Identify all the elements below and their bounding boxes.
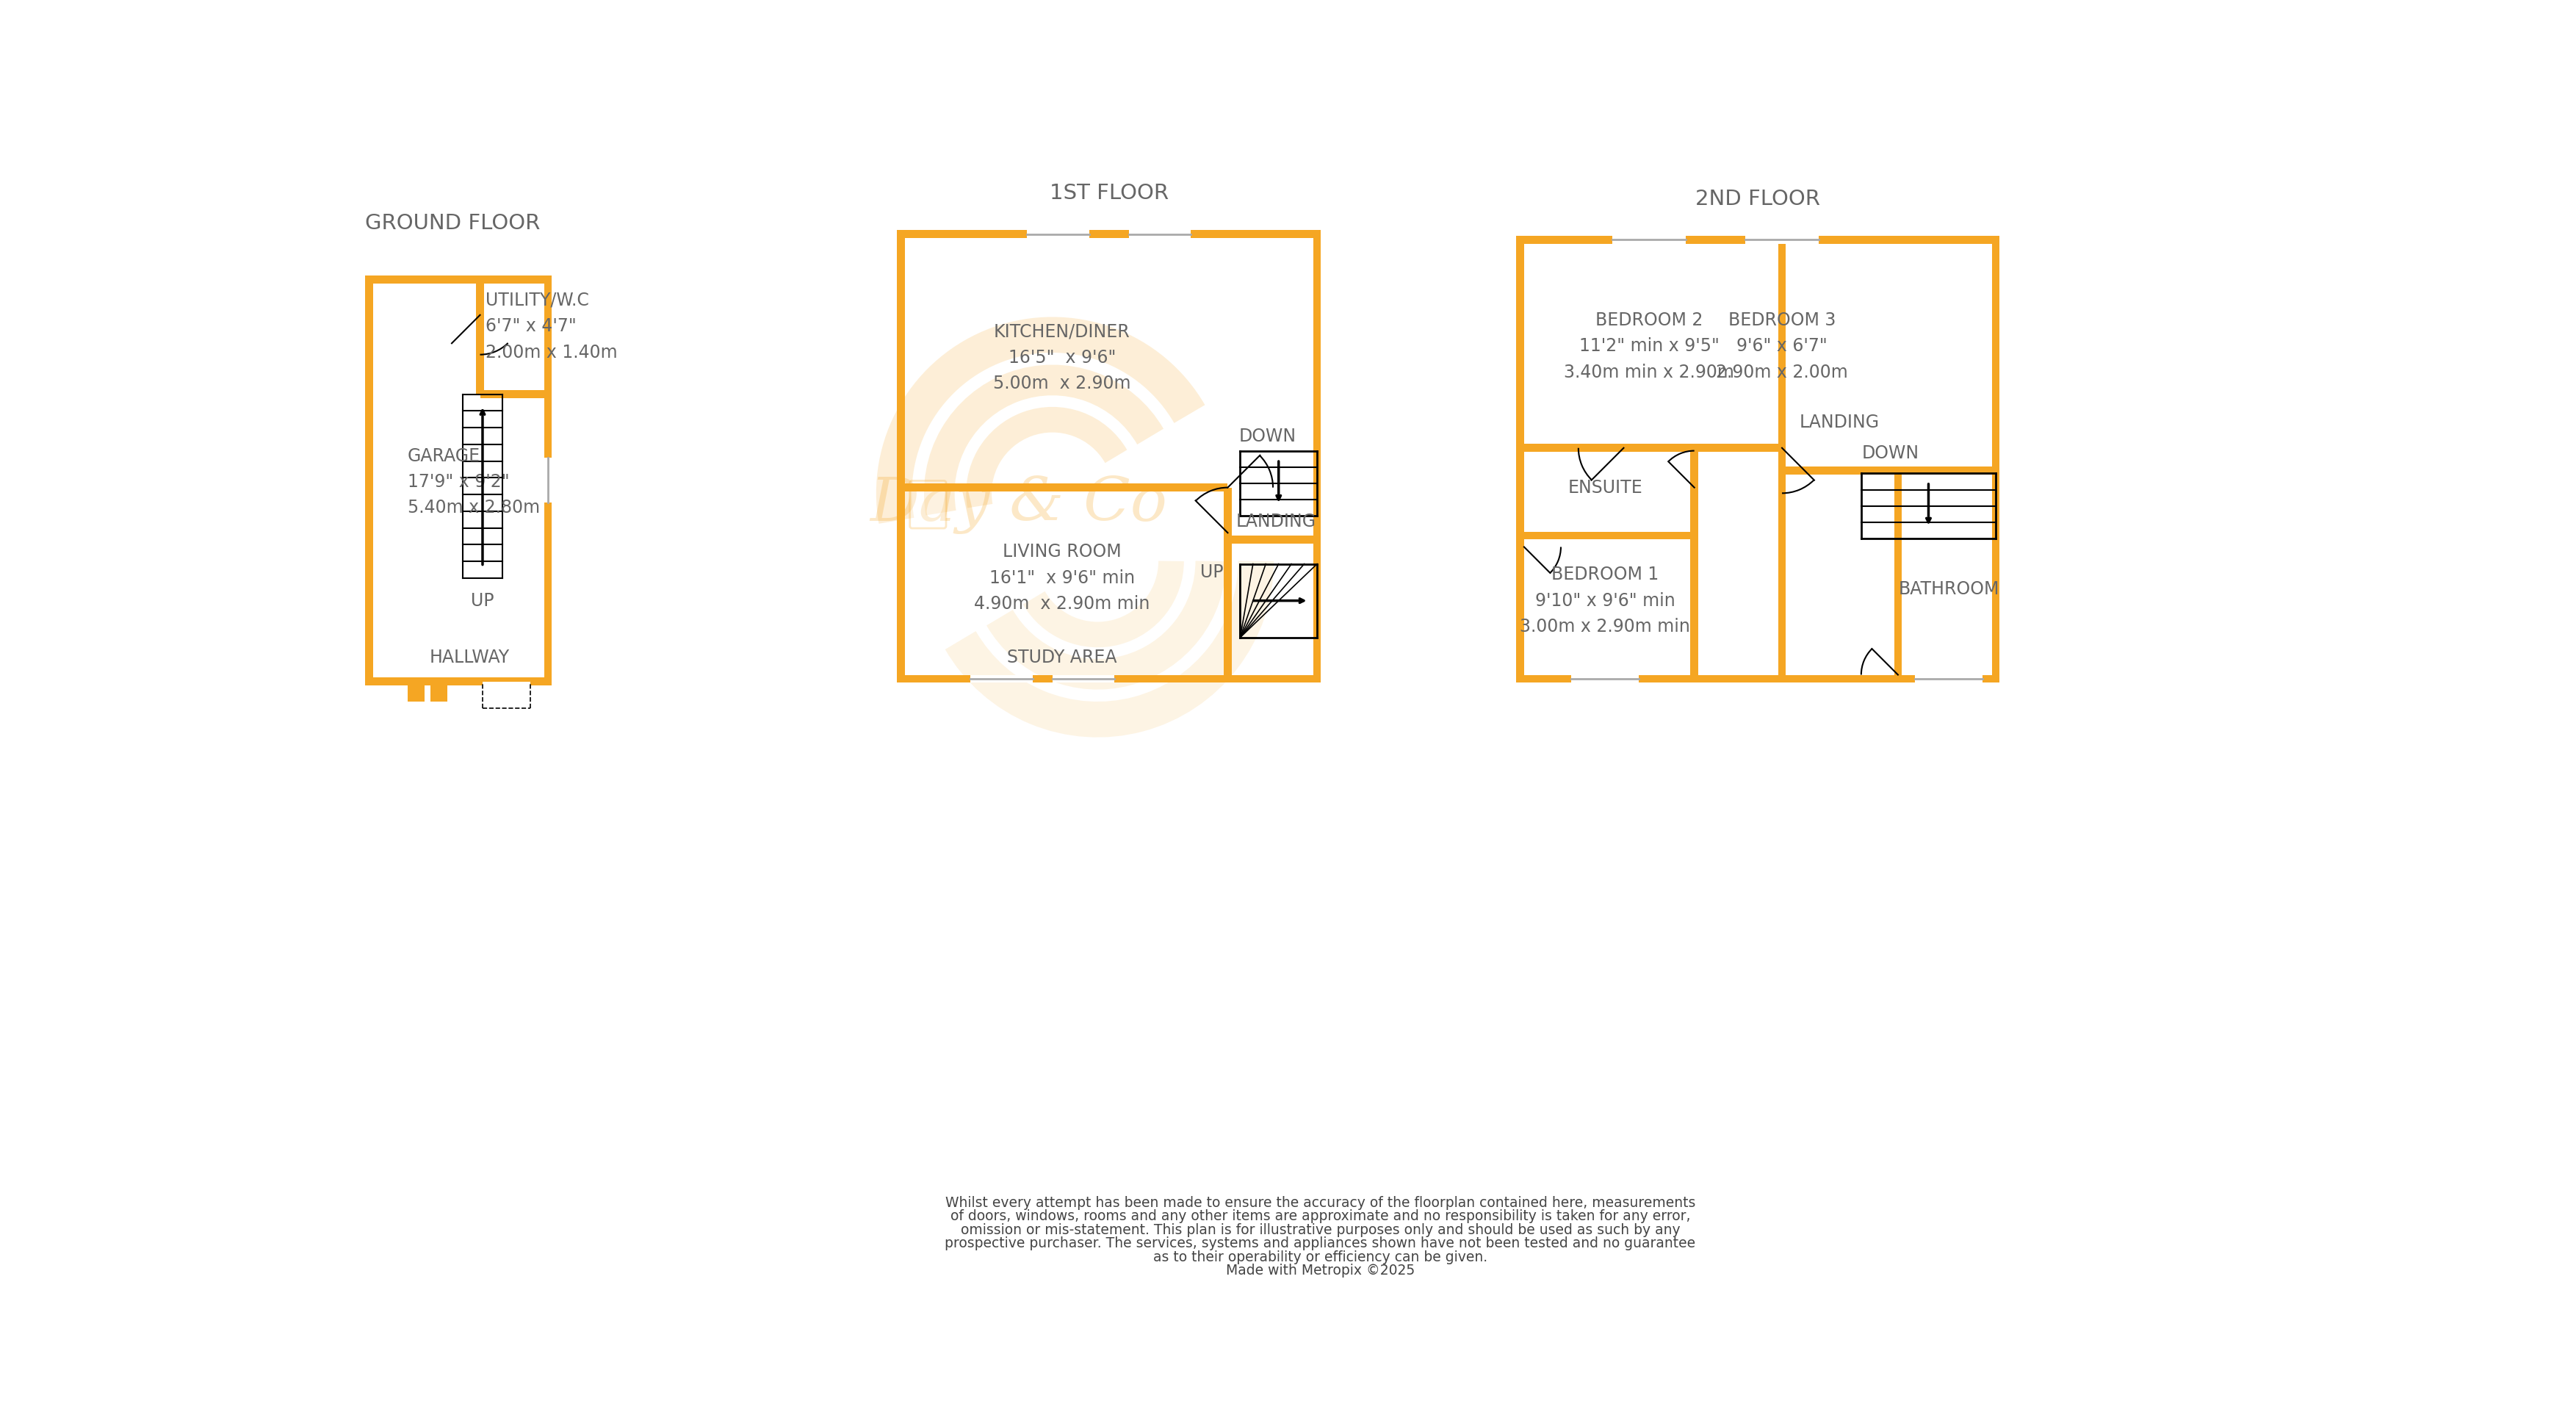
- Bar: [477, 276, 484, 394]
- Text: LANDING: LANDING: [1236, 512, 1316, 531]
- Bar: [366, 276, 551, 283]
- Bar: [1777, 236, 1785, 448]
- Bar: [1224, 488, 1231, 683]
- Bar: [1517, 236, 1999, 243]
- Text: BEDROOM 1
9'10" x 9'6" min
3.00m x 2.90m min: BEDROOM 1 9'10" x 9'6" min 3.00m x 2.90m…: [1520, 566, 1690, 636]
- Bar: [482, 682, 531, 690]
- Text: ENSUITE: ENSUITE: [1569, 478, 1643, 497]
- Text: Made with Metropix ©2025: Made with Metropix ©2025: [1226, 1264, 1414, 1278]
- Bar: [896, 675, 1321, 683]
- Bar: [1571, 675, 1638, 683]
- Bar: [1054, 675, 1115, 683]
- Bar: [1517, 236, 1525, 683]
- Bar: [896, 231, 904, 683]
- Bar: [544, 276, 551, 686]
- Text: omission or mis-statement. This plan is for illustrative purposes only and shoul: omission or mis-statement. This plan is …: [961, 1222, 1680, 1237]
- Bar: [1747, 236, 1819, 243]
- Bar: [1991, 236, 1999, 683]
- Text: prospective purchaser. The services, systems and appliances shown have not been : prospective purchaser. The services, sys…: [945, 1237, 1695, 1251]
- Bar: [1914, 675, 1984, 683]
- Bar: [1128, 231, 1190, 238]
- Text: Day & Co: Day & Co: [871, 475, 1167, 534]
- Text: KITCHEN/DINER
16'5"  x 9'6"
5.00m  x 2.90m: KITCHEN/DINER 16'5" x 9'6" 5.00m x 2.90m: [994, 323, 1131, 393]
- Bar: [366, 677, 551, 686]
- Bar: [1777, 236, 1785, 683]
- Text: 1ST FLOOR: 1ST FLOOR: [1048, 184, 1170, 203]
- Text: UTILITY/W.C
6'7" x 4'7"
2.00m x 1.40m: UTILITY/W.C 6'7" x 4'7" 2.00m x 1.40m: [487, 292, 618, 361]
- Text: GROUND FLOOR: GROUND FLOOR: [366, 213, 541, 233]
- Text: UP: UP: [1200, 564, 1224, 581]
- Bar: [407, 686, 425, 702]
- Text: BEDROOM 3
9'6" x 6'7"
2.90m x 2.00m: BEDROOM 3 9'6" x 6'7" 2.90m x 2.00m: [1716, 312, 1847, 381]
- Bar: [896, 484, 1229, 491]
- Bar: [896, 231, 1321, 238]
- Text: Whilst every attempt has been made to ensure the accuracy of the floorplan conta: Whilst every attempt has been made to en…: [945, 1195, 1695, 1210]
- Text: as to their operability or efficiency can be given.: as to their operability or efficiency ca…: [1154, 1249, 1486, 1264]
- Text: DOWN: DOWN: [1239, 428, 1296, 445]
- Bar: [1690, 448, 1698, 535]
- Bar: [1783, 467, 1999, 474]
- Text: GARAGE
17'9" x 9'2"
5.40m x 2.80m: GARAGE 17'9" x 9'2" 5.40m x 2.80m: [407, 447, 541, 517]
- Text: of doors, windows, rooms and any other items are approximate and no responsibili: of doors, windows, rooms and any other i…: [951, 1210, 1690, 1224]
- Bar: [1517, 444, 1783, 453]
- FancyBboxPatch shape: [909, 481, 945, 528]
- Bar: [544, 458, 551, 502]
- Text: HALLWAY: HALLWAY: [430, 649, 510, 666]
- Bar: [366, 276, 374, 686]
- Bar: [1517, 675, 1999, 683]
- Text: LIVING ROOM
16'1"  x 9'6" min
4.90m  x 2.90m min: LIVING ROOM 16'1" x 9'6" min 4.90m x 2.9…: [974, 544, 1149, 613]
- Text: STUDY AREA: STUDY AREA: [1007, 649, 1118, 666]
- Bar: [1028, 231, 1090, 238]
- Bar: [1229, 535, 1321, 544]
- Bar: [1314, 231, 1321, 683]
- Text: BEDROOM 2
11'2" min x 9'5"
3.40m min x 2.90m: BEDROOM 2 11'2" min x 9'5" 3.40m min x 2…: [1564, 312, 1734, 381]
- Bar: [1893, 471, 1901, 683]
- Bar: [1517, 532, 1695, 539]
- Text: 2ND FLOOR: 2ND FLOOR: [1695, 189, 1821, 209]
- Text: UP: UP: [471, 592, 495, 609]
- Text: BATHROOM: BATHROOM: [1899, 581, 1999, 598]
- Text: DOWN: DOWN: [1862, 445, 1919, 462]
- Bar: [1690, 535, 1698, 683]
- Bar: [479, 390, 551, 398]
- Bar: [1613, 236, 1685, 243]
- Text: LANDING: LANDING: [1801, 414, 1880, 431]
- Bar: [971, 675, 1033, 683]
- Bar: [430, 686, 448, 702]
